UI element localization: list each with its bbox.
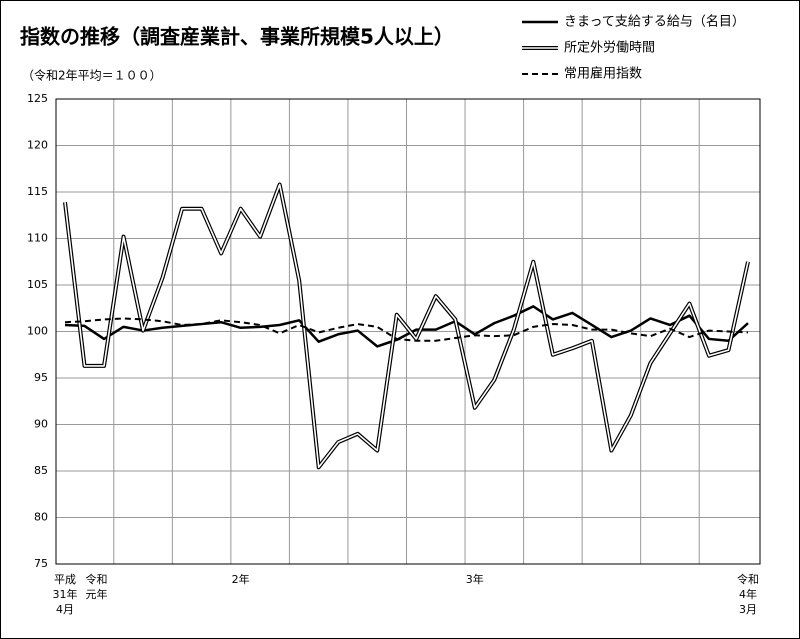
y-tick-label: 110 (27, 232, 48, 245)
legend-label: きまって支給する給与（名目） (564, 14, 745, 30)
y-tick-label: 115 (27, 185, 48, 198)
y-tick-label: 80 (34, 511, 48, 524)
series-line (64, 305, 749, 348)
series-line (64, 317, 749, 342)
legend-label: 常用雇用指数 (564, 66, 642, 82)
chart-title: 指数の推移（調査産業計、事業所規模5人以上） (20, 25, 454, 49)
plot-border (55, 98, 761, 565)
y-tick-label: 90 (34, 418, 48, 431)
y-tick-label: 95 (34, 371, 48, 384)
x-tick-label: 平成 31年 4月 (53, 573, 78, 616)
y-tick-label: 100 (27, 325, 48, 338)
y-tick-label: 75 (34, 557, 48, 570)
x-tick-label: 令和 4年 3月 (737, 572, 759, 616)
y-tick-label: 125 (27, 92, 48, 105)
y-tick-label: 85 (34, 464, 48, 477)
series-line-inner (64, 183, 749, 469)
legend-label: 所定外労働時間 (564, 41, 655, 56)
x-tick-label: 2年 (232, 572, 250, 586)
y-tick-label: 105 (27, 278, 48, 291)
y-tick-label: 120 (27, 139, 48, 152)
chart-subtitle: （令和2年平均＝１００） (22, 68, 162, 83)
x-tick-label: 令和元年 (86, 572, 108, 601)
x-tick-label: 3年 (466, 572, 484, 586)
